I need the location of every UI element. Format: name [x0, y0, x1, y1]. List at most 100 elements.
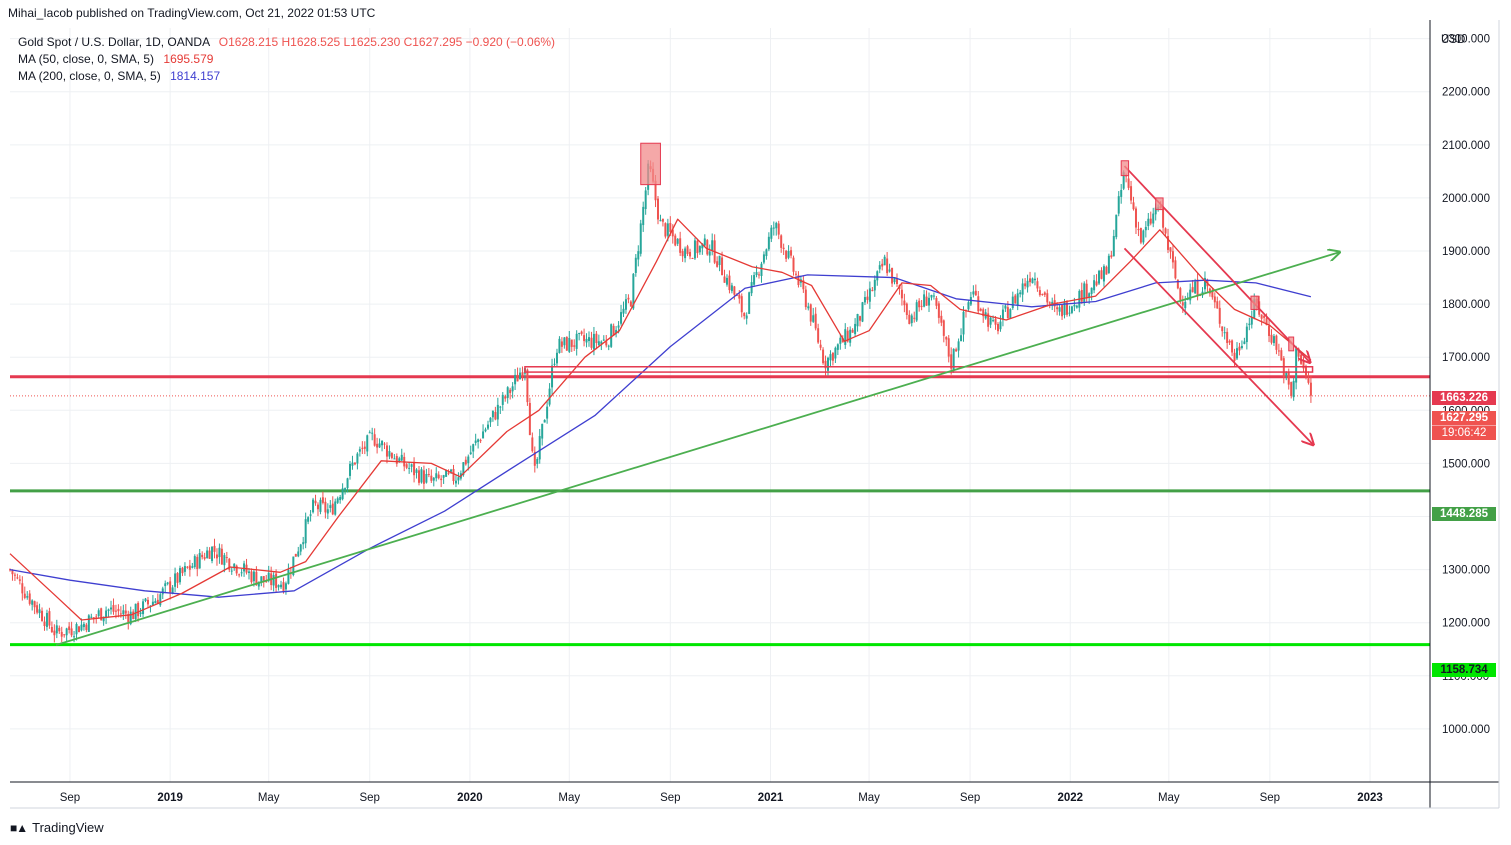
- candle-body: [388, 451, 391, 457]
- candle-body: [206, 550, 209, 559]
- price-axis[interactable]: 2300.000 2200.000 2100.000 2000.000 1900.000…: [1442, 34, 1490, 736]
- symbol-title: Gold Spot / U.S. Dollar, 1D, OANDA: [18, 35, 210, 49]
- candle-body: [644, 190, 647, 210]
- time-tick-label: Sep: [660, 792, 680, 804]
- candle-body: [765, 249, 768, 257]
- ma200-legend[interactable]: MA (200, close, 0, SMA, 5) 1814.157: [18, 69, 220, 83]
- candle-body: [50, 626, 53, 633]
- candle-body: [592, 333, 595, 350]
- candle-body: [218, 547, 221, 558]
- time-tick-label: May: [258, 792, 280, 804]
- candle-body: [558, 338, 561, 353]
- candle-body: [1107, 255, 1110, 273]
- candle-body: [945, 336, 948, 340]
- candle-body: [1004, 305, 1007, 309]
- tradingview-brand[interactable]: ■▲ TradingView: [10, 820, 104, 835]
- candle-body: [679, 238, 682, 253]
- candle-body: [1046, 293, 1049, 303]
- candle-body: [1287, 371, 1290, 385]
- candle-body: [940, 315, 943, 323]
- range-band: [524, 366, 1314, 373]
- candle-body: [1250, 317, 1253, 325]
- candle-body: [486, 424, 489, 429]
- candle-body: [703, 238, 706, 246]
- candle-body: [543, 419, 546, 423]
- candle-body: [282, 582, 285, 592]
- candle-body: [159, 594, 162, 606]
- candle-body: [849, 329, 852, 343]
- candle-body: [725, 277, 728, 285]
- candle-body: [146, 599, 149, 605]
- time-axis[interactable]: Sep 2019 May Sep 2020 May Sep 2021 May Sep 2022 May…: [60, 792, 1383, 804]
- candle-body: [1048, 302, 1051, 304]
- ma50-legend[interactable]: MA (50, close, 0, SMA, 5) 1695.579: [18, 52, 213, 66]
- candle-body: [16, 577, 19, 579]
- candle-body: [891, 267, 894, 284]
- candle-body: [957, 341, 960, 351]
- candle-body: [531, 437, 534, 452]
- candle-body: [1184, 301, 1187, 309]
- candle-body: [888, 269, 891, 272]
- candle-body: [420, 469, 423, 483]
- down-channel-lower: [1123, 247, 1313, 444]
- candle-body: [183, 566, 186, 572]
- candle-body: [1026, 280, 1029, 288]
- candle-body: [583, 335, 586, 342]
- time-tick-label: 2020: [457, 792, 483, 804]
- candle-body: [1095, 281, 1098, 286]
- candle-body: [31, 600, 34, 605]
- candle-body: [114, 610, 117, 612]
- candle-body: [809, 304, 812, 322]
- candle-body: [1304, 365, 1307, 377]
- candle-body: [154, 601, 157, 604]
- candle-body: [255, 571, 258, 586]
- candle-body: [1154, 207, 1157, 215]
- candle-body: [548, 388, 551, 405]
- candle-body: [43, 621, 46, 627]
- candle-body: [1277, 350, 1280, 352]
- symbol-legend[interactable]: Gold Spot / U.S. Dollar, 1D, OANDA O1628…: [18, 35, 555, 49]
- candle-body: [1235, 348, 1238, 359]
- candle-body: [105, 610, 108, 618]
- candle-body: [962, 311, 965, 335]
- time-tick-label: 2019: [157, 792, 183, 804]
- candle-body: [1001, 309, 1004, 320]
- candle-body: [233, 563, 236, 569]
- candle-body: [664, 223, 667, 237]
- candle-body: [632, 273, 635, 309]
- candle-body: [230, 570, 233, 572]
- candle-body: [1228, 340, 1231, 343]
- candle-body: [560, 341, 563, 347]
- candle-body: [624, 299, 627, 310]
- candle-body: [166, 582, 169, 584]
- candle-body: [1213, 296, 1216, 303]
- candle-body: [1006, 307, 1009, 319]
- candle-body: [1245, 326, 1248, 343]
- candle-body: [735, 295, 738, 297]
- candle-body: [876, 271, 879, 281]
- candle-body: [179, 568, 182, 583]
- candle-body: [676, 238, 679, 244]
- time-tick-label: Sep: [60, 792, 80, 804]
- candle-body: [516, 374, 519, 382]
- candle-body: [814, 313, 817, 329]
- highlight-box: [640, 142, 661, 186]
- price-tick-label: 2200.000: [1442, 87, 1490, 99]
- candle-body: [1073, 304, 1076, 307]
- candle-body: [634, 257, 637, 273]
- candle-body: [176, 573, 179, 583]
- candle-body: [1231, 340, 1234, 353]
- candle-body: [1211, 290, 1214, 298]
- candle-body: [1240, 345, 1243, 348]
- candle-body: [691, 258, 694, 260]
- candle-body: [240, 572, 243, 574]
- candle-body: [267, 572, 270, 581]
- candle-body: [1137, 229, 1140, 231]
- candle-body: [110, 607, 113, 610]
- resistance-price-tag: 1663.226: [1432, 391, 1496, 405]
- candle-body: [1243, 341, 1246, 344]
- candle-body: [861, 302, 864, 322]
- candle-body: [721, 257, 724, 276]
- candle-body: [854, 323, 857, 335]
